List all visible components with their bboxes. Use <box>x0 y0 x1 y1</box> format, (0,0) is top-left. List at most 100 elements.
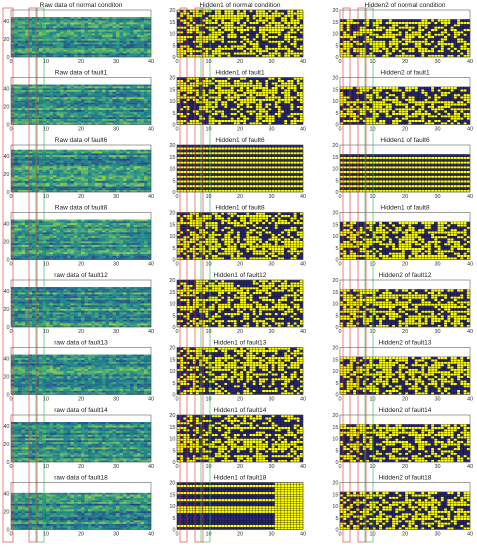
heatmap-cell <box>84 104 89 107</box>
hidden-unit-cell <box>427 23 432 27</box>
hidden-unit-cell <box>246 52 250 55</box>
hidden-unit-cell <box>183 103 187 106</box>
hidden-unit-cell <box>233 33 237 36</box>
hidden-unit-cell <box>274 77 278 80</box>
hidden-unit-cell <box>176 100 181 104</box>
hidden-unit-cell <box>249 28 253 32</box>
hidden-unit-cell <box>388 117 393 120</box>
hidden-unit-cell <box>230 42 234 46</box>
hidden-unit-cell <box>274 49 278 53</box>
heatmap-cell <box>49 168 54 171</box>
hidden-unit-cell <box>375 40 380 44</box>
hidden-unit-cell <box>183 21 187 25</box>
hidden-unit-cell <box>283 12 288 15</box>
hidden-unit-cell <box>437 54 441 58</box>
heatmap-cell <box>84 89 89 93</box>
hidden-unit-cell <box>211 112 215 116</box>
hidden-unit-cell <box>401 110 406 113</box>
hidden-unit-cell <box>224 23 228 27</box>
heatmap-cell <box>70 88 75 91</box>
hidden-unit-cell <box>408 28 412 32</box>
hidden-unit-cell <box>189 16 193 20</box>
heatmap-cell <box>35 186 40 189</box>
heatmap-cell <box>18 104 22 107</box>
heatmap-cell <box>28 168 33 171</box>
hidden-unit-cell <box>391 52 396 55</box>
hidden-unit-cell <box>243 28 247 32</box>
hidden-unit-cell <box>205 21 209 25</box>
heatmap-cell <box>112 108 117 111</box>
heatmap-cell <box>105 84 110 87</box>
hidden-unit-cell <box>255 117 260 120</box>
hidden-unit-cell <box>261 14 266 18</box>
hidden-unit-cell <box>417 122 422 125</box>
heatmap-cell <box>105 113 110 116</box>
hidden-unit-cell <box>261 105 266 109</box>
hidden-unit-cell <box>192 14 197 18</box>
hidden-unit-cell <box>417 96 422 99</box>
hidden-unit-cell <box>388 112 393 116</box>
hidden-unit-cell <box>388 96 393 99</box>
hidden-unit-cell <box>437 122 441 125</box>
hidden-unit-cell <box>176 107 181 111</box>
hidden-unit-cell <box>249 35 253 39</box>
hidden-unit-cell <box>447 103 451 106</box>
hidden-unit-cell <box>252 84 256 88</box>
heatmap-cell <box>123 117 127 120</box>
heatmap-cell <box>84 108 89 111</box>
hidden-unit-cell <box>434 98 438 102</box>
hidden-unit-cell <box>176 105 181 109</box>
hidden-unit-cell <box>447 42 451 46</box>
hidden-unit-cell <box>274 26 278 29</box>
hidden-unit-cell <box>299 49 304 53</box>
hidden-unit-cell <box>271 110 275 113</box>
hidden-unit-cell <box>296 82 300 85</box>
heatmap-cell <box>21 188 26 191</box>
heatmap-cell <box>130 46 134 49</box>
heatmap-cell <box>140 84 145 87</box>
hidden-unit-cell <box>466 117 471 120</box>
hidden-unit-cell <box>401 23 406 27</box>
hidden-unit-cell <box>299 93 304 97</box>
heatmap-cell <box>18 108 22 111</box>
hidden-unit-cell <box>290 112 294 116</box>
hidden-unit-cell <box>440 91 445 95</box>
hidden-unit-cell <box>343 122 347 125</box>
heatmap-cell <box>21 157 26 160</box>
hidden-unit-cell <box>437 114 441 118</box>
hidden-unit-cell <box>265 45 269 48</box>
hidden-unit-cell <box>176 40 181 44</box>
heatmap-cell <box>133 29 138 32</box>
heatmap-cell <box>119 104 124 107</box>
heatmap-cell <box>42 44 47 47</box>
heatmap-cell <box>42 186 47 189</box>
heatmap-cell <box>18 151 22 154</box>
hidden-unit-cell <box>343 45 347 48</box>
hidden-unit-cell <box>211 105 215 109</box>
hidden-unit-cell <box>382 21 386 25</box>
hidden-unit-cell <box>183 112 187 116</box>
heatmap-cell <box>25 51 29 54</box>
heatmap-cell <box>81 31 85 34</box>
heatmap-cell <box>147 108 152 111</box>
hidden-unit-cell <box>346 28 350 32</box>
heatmap-cell <box>98 108 103 111</box>
heatmap-cell <box>49 113 54 116</box>
heatmap-cell <box>32 171 36 174</box>
hidden-unit-cell <box>227 42 231 46</box>
hidden-unit-cell <box>249 19 253 22</box>
hidden-unit-cell <box>430 91 435 95</box>
heatmap-cell <box>56 119 61 122</box>
heatmap-cell <box>56 109 61 112</box>
hidden-unit-cell <box>261 19 266 22</box>
heatmap-cell <box>140 31 145 34</box>
heatmap-cell <box>18 51 22 54</box>
hidden-unit-cell <box>239 33 244 36</box>
heatmap-cell <box>25 149 29 152</box>
hidden-unit-cell <box>290 9 294 13</box>
hidden-unit-cell <box>369 114 373 118</box>
heatmap-cell <box>109 40 113 43</box>
heatmap-cell <box>123 24 127 27</box>
hidden-unit-cell <box>369 28 373 32</box>
hidden-unit-cell <box>430 42 435 46</box>
